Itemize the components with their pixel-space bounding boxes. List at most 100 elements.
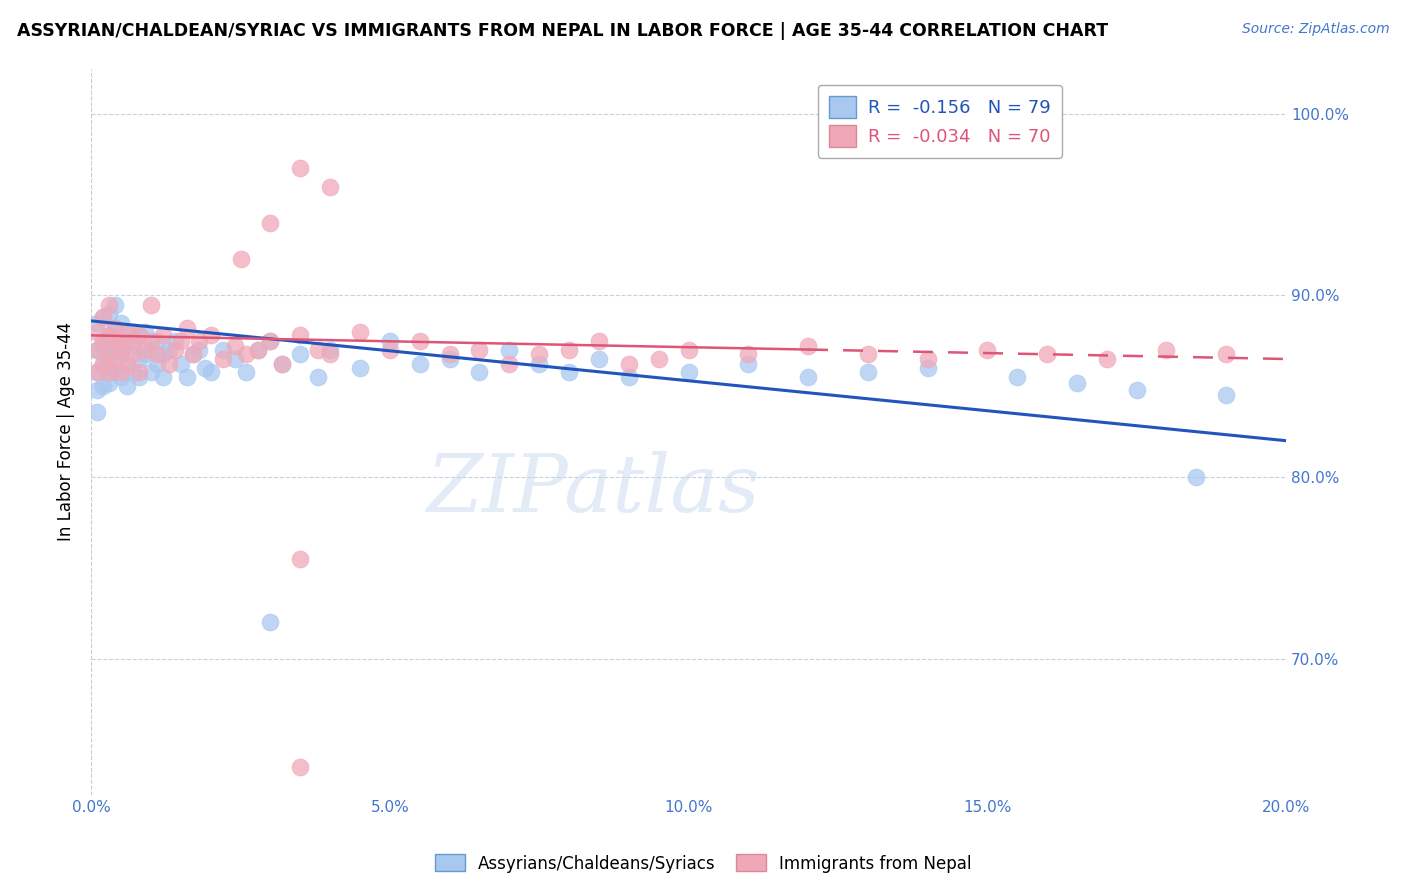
- Y-axis label: In Labor Force | Age 35-44: In Labor Force | Age 35-44: [58, 322, 75, 541]
- Point: [91, 358, 114, 372]
- Point: [115, 325, 138, 339]
- Point: [409, 334, 432, 348]
- Point: [678, 365, 700, 379]
- Point: [91, 379, 114, 393]
- Point: [86, 343, 108, 357]
- Point: [1066, 376, 1088, 390]
- Point: [917, 351, 939, 366]
- Point: [134, 343, 156, 357]
- Point: [319, 179, 342, 194]
- Point: [86, 383, 108, 397]
- Point: [349, 325, 371, 339]
- Point: [86, 316, 108, 330]
- Point: [98, 307, 121, 321]
- Point: [617, 358, 640, 372]
- Point: [498, 343, 520, 357]
- Point: [110, 316, 132, 330]
- Point: [98, 328, 121, 343]
- Point: [91, 358, 114, 372]
- Point: [439, 351, 461, 366]
- Point: [98, 334, 121, 348]
- Point: [737, 346, 759, 360]
- Point: [181, 346, 204, 360]
- Point: [122, 334, 145, 348]
- Point: [110, 370, 132, 384]
- Point: [1005, 370, 1028, 384]
- Point: [139, 365, 162, 379]
- Point: [307, 370, 329, 384]
- Point: [797, 339, 820, 353]
- Point: [115, 358, 138, 372]
- Point: [110, 343, 132, 357]
- Point: [211, 351, 233, 366]
- Point: [98, 297, 121, 311]
- Point: [319, 343, 342, 357]
- Point: [290, 760, 312, 774]
- Point: [104, 297, 127, 311]
- Point: [194, 361, 217, 376]
- Point: [128, 370, 150, 384]
- Point: [98, 351, 121, 366]
- Point: [439, 346, 461, 360]
- Point: [259, 334, 281, 348]
- Text: Source: ZipAtlas.com: Source: ZipAtlas.com: [1241, 22, 1389, 37]
- Point: [737, 358, 759, 372]
- Point: [98, 346, 121, 360]
- Point: [170, 334, 193, 348]
- Point: [146, 346, 169, 360]
- Point: [157, 343, 180, 357]
- Point: [1215, 346, 1237, 360]
- Point: [91, 310, 114, 325]
- Text: ZIPatlas: ZIPatlas: [426, 451, 759, 528]
- Point: [856, 346, 879, 360]
- Point: [104, 334, 127, 348]
- Point: [146, 358, 169, 372]
- Legend: R =  -0.156   N = 79, R =  -0.034   N = 70: R = -0.156 N = 79, R = -0.034 N = 70: [818, 85, 1062, 158]
- Point: [224, 339, 246, 353]
- Point: [86, 365, 108, 379]
- Point: [115, 334, 138, 348]
- Point: [122, 339, 145, 353]
- Point: [104, 321, 127, 335]
- Point: [181, 346, 204, 360]
- Point: [170, 358, 193, 372]
- Point: [86, 325, 108, 339]
- Point: [235, 346, 257, 360]
- Point: [498, 358, 520, 372]
- Point: [128, 351, 150, 366]
- Point: [271, 358, 294, 372]
- Point: [259, 216, 281, 230]
- Point: [176, 370, 198, 384]
- Point: [98, 361, 121, 376]
- Point: [115, 379, 138, 393]
- Point: [349, 361, 371, 376]
- Point: [115, 358, 138, 372]
- Point: [128, 328, 150, 343]
- Point: [468, 343, 491, 357]
- Point: [104, 351, 127, 366]
- Point: [247, 343, 270, 357]
- Point: [187, 343, 209, 357]
- Point: [98, 376, 121, 390]
- Point: [271, 358, 294, 372]
- Point: [86, 343, 108, 357]
- Point: [91, 334, 114, 348]
- Point: [558, 365, 581, 379]
- Point: [98, 365, 121, 379]
- Point: [163, 334, 186, 348]
- Point: [378, 343, 401, 357]
- Point: [211, 343, 233, 357]
- Point: [98, 328, 121, 343]
- Point: [558, 343, 581, 357]
- Point: [1215, 388, 1237, 402]
- Point: [134, 346, 156, 360]
- Point: [1185, 470, 1208, 484]
- Point: [290, 161, 312, 176]
- Point: [678, 343, 700, 357]
- Text: ASSYRIAN/CHALDEAN/SYRIAC VS IMMIGRANTS FROM NEPAL IN LABOR FORCE | AGE 35-44 COR: ASSYRIAN/CHALDEAN/SYRIAC VS IMMIGRANTS F…: [17, 22, 1108, 40]
- Point: [104, 365, 127, 379]
- Point: [110, 365, 132, 379]
- Point: [157, 358, 180, 372]
- Legend: Assyrians/Chaldeans/Syriacs, Immigrants from Nepal: Assyrians/Chaldeans/Syriacs, Immigrants …: [427, 847, 979, 880]
- Point: [152, 346, 174, 360]
